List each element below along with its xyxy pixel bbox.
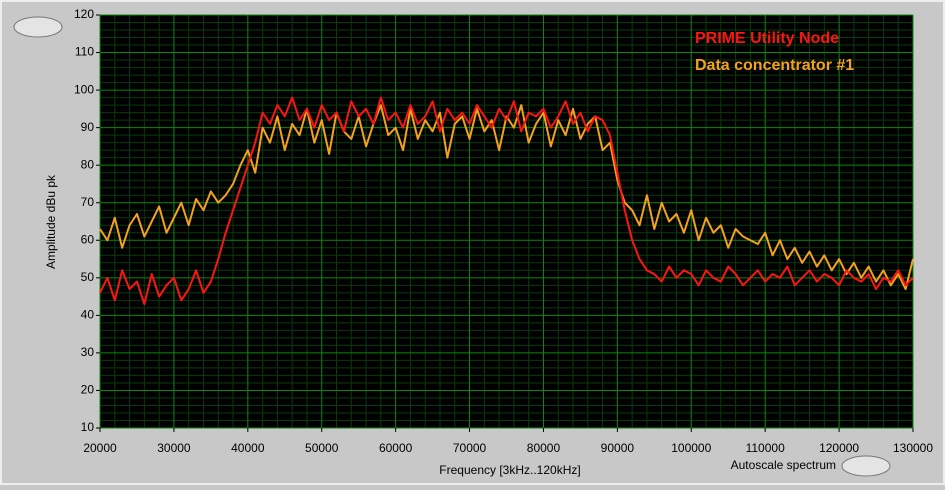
y-tick-label: 60 (81, 232, 95, 246)
decor-knob (13, 16, 63, 38)
x-tick-label: 40000 (231, 441, 265, 455)
series-line (99, 104, 914, 291)
x-tick-label: 50000 (305, 441, 339, 455)
legend-entry: Data concentrator #1 (695, 57, 854, 74)
series-line (99, 96, 914, 306)
autoscale-button[interactable] (841, 455, 891, 477)
x-tick-label: 130000 (893, 441, 933, 455)
y-tick-label: 100 (74, 82, 94, 96)
x-tick-label: 30000 (157, 441, 191, 455)
y-tick-label: 10 (81, 420, 95, 434)
x-tick-label: 60000 (379, 441, 413, 455)
y-tick-label: 120 (74, 7, 94, 21)
y-tick-label: 70 (81, 195, 95, 209)
x-tick-label: 110000 (746, 441, 785, 455)
x-tick-label: 100000 (671, 441, 711, 455)
y-tick-label: 20 (81, 383, 95, 397)
axis-labels: 20000 30000 40000 50000 60000 70000 80000 90000… (74, 7, 933, 455)
y-tick-label: 40 (81, 308, 95, 322)
x-tick-label: 80000 (527, 441, 561, 455)
y-tick-label: 30 (81, 345, 95, 359)
x-axis-label: Frequency [3kHz..120kHz] (439, 463, 580, 477)
plot-area (100, 15, 913, 428)
x-tick-label: 90000 (601, 441, 635, 455)
legend-entry: PRIME Utility Node (695, 30, 839, 47)
y-tick-label: 80 (81, 157, 95, 171)
y-axis-label: Amplitude dBu pk (44, 174, 58, 269)
y-tick-label: 90 (81, 120, 95, 134)
button-label: Autoscale spectrum (731, 458, 836, 472)
y-tick-label: 110 (75, 45, 94, 59)
x-tick-label: 120000 (819, 441, 859, 455)
x-tick-label: 20000 (83, 441, 117, 455)
x-tick-label: 70000 (453, 441, 487, 455)
y-tick-label: 50 (81, 270, 95, 284)
plot-lines (99, 96, 914, 306)
